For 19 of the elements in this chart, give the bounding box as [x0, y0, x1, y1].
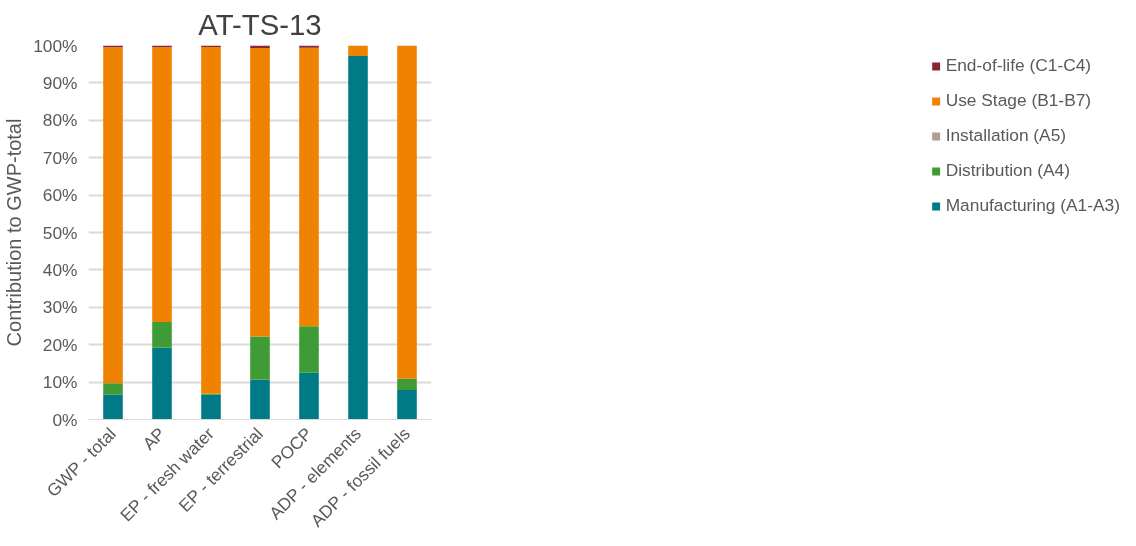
y-tick-label: 40%: [42, 259, 78, 280]
y-tick-label: 20%: [42, 334, 78, 355]
y-tick-label: 70%: [42, 147, 78, 168]
y-tick-label: 30%: [42, 297, 78, 318]
y-axis-title: Contribution to GWP-total: [3, 118, 26, 347]
x-tick-label: AP: [138, 423, 170, 454]
y-tick-label: 0%: [52, 409, 78, 430]
y-tick-label: 80%: [42, 110, 78, 131]
legend-label: Installation (A5): [945, 125, 1067, 146]
legend-label: Manufacturing (A1-A3): [945, 195, 1120, 216]
y-tick-label: 100%: [33, 35, 78, 56]
y-tick-label: 60%: [42, 185, 78, 206]
y-tick-label: 10%: [42, 372, 78, 393]
y-tick-label: 90%: [42, 72, 78, 93]
legend-label: Distribution (A4): [945, 160, 1070, 181]
legend-label: End-of-life (C1-C4): [945, 55, 1092, 76]
legend-label: Use Stage (B1-B7): [945, 90, 1092, 111]
chart-title: AT-TS-13: [198, 7, 322, 41]
y-tick-label: 50%: [42, 222, 78, 243]
